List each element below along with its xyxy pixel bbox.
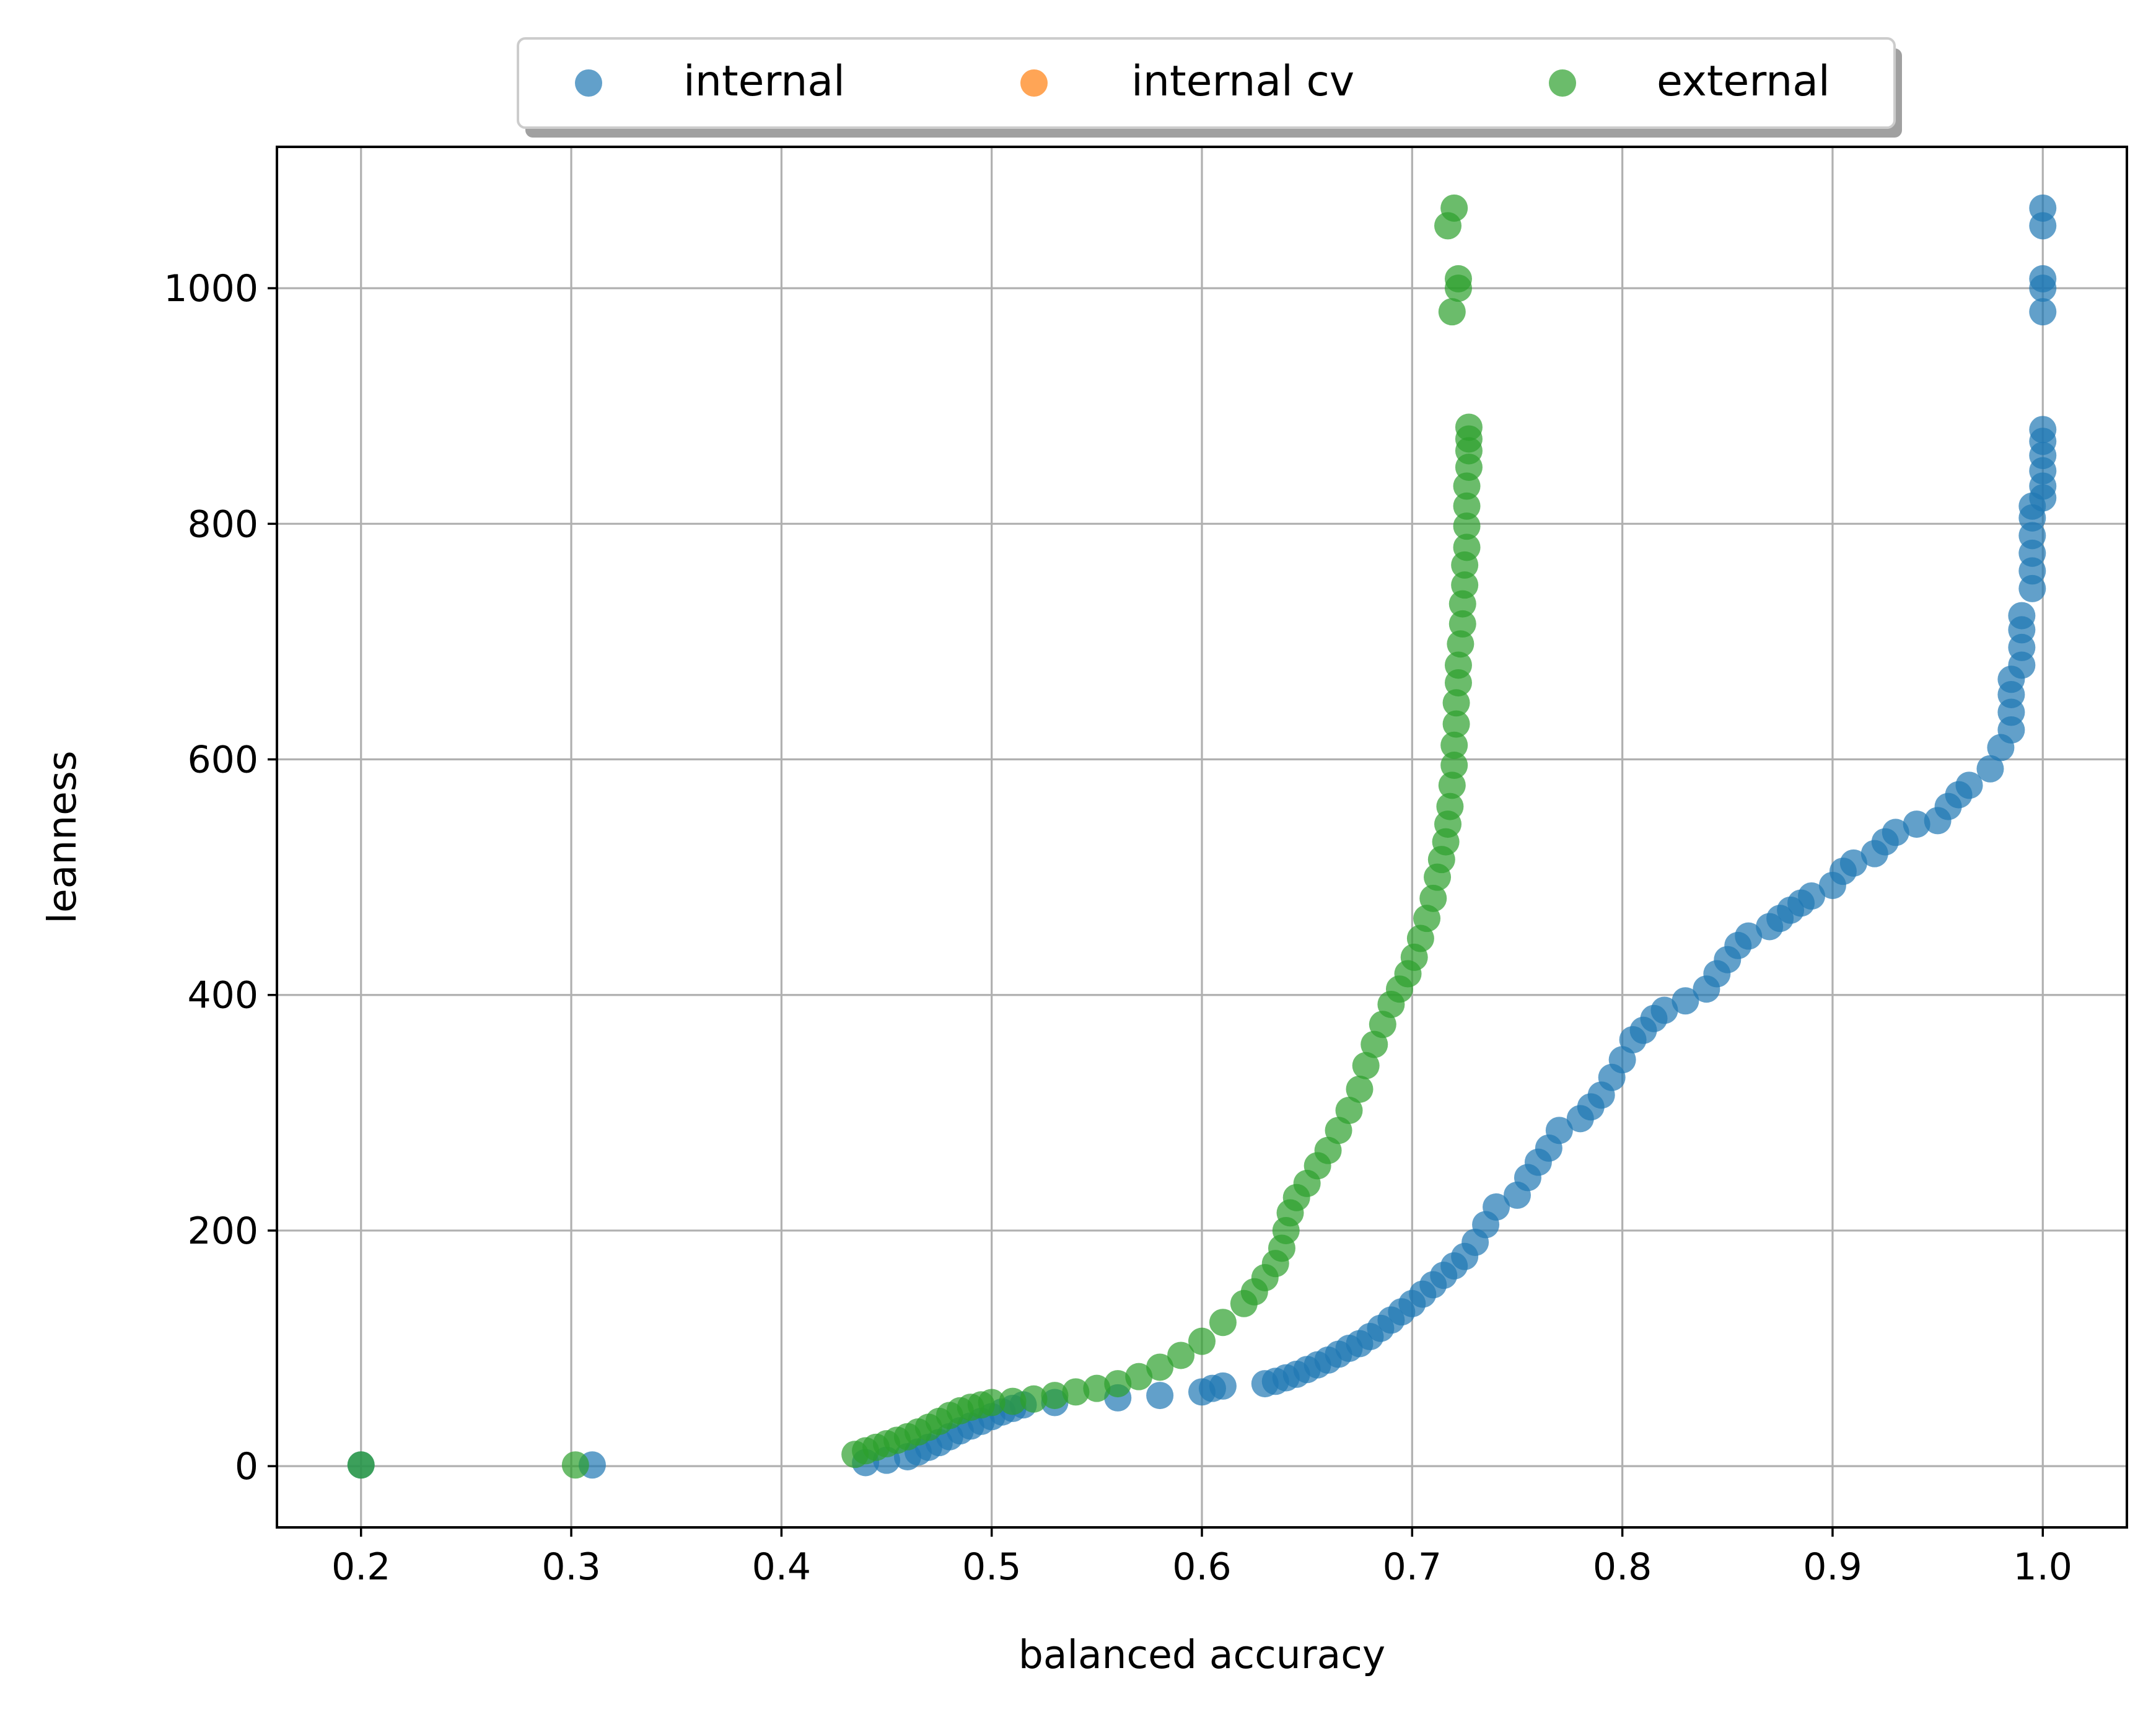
point-external	[1419, 884, 1447, 912]
point-external	[1440, 731, 1468, 759]
x-tick-label: 0.2	[331, 1545, 390, 1589]
point-internal	[2029, 298, 2057, 326]
y-tick-label: 400	[187, 974, 258, 1017]
point-external	[1083, 1374, 1111, 1402]
legend-marker-external	[1549, 69, 1576, 97]
point-external	[1352, 1052, 1380, 1079]
y-tick-label: 200	[187, 1210, 258, 1253]
x-tick-label: 0.3	[541, 1545, 600, 1589]
legend-label-external: external	[1657, 57, 1830, 106]
point-external	[1448, 610, 1476, 638]
point-internal	[1545, 1117, 1573, 1144]
point-internal	[2029, 265, 2057, 292]
legend-marker-internal	[575, 69, 602, 97]
point-external	[1440, 194, 1468, 222]
gridlines	[277, 147, 2127, 1527]
point-internal	[1672, 987, 1699, 1015]
point-external	[1335, 1097, 1363, 1125]
point-internal	[2029, 194, 2057, 222]
point-external	[1442, 710, 1470, 738]
x-tick-label: 0.6	[1172, 1545, 1231, 1589]
point-external	[1146, 1353, 1174, 1381]
y-tick-label: 0	[235, 1445, 258, 1488]
legend-box	[517, 37, 1896, 129]
point-external	[1104, 1370, 1132, 1398]
x-axis-label: balanced accuracy	[1019, 1632, 1385, 1677]
point-external	[1455, 413, 1483, 441]
point-external	[1453, 534, 1481, 561]
point-internal	[1955, 771, 1983, 799]
point-internal	[1608, 1046, 1636, 1074]
x-tick-label: 0.8	[1593, 1545, 1652, 1589]
point-external	[1444, 265, 1472, 292]
point-external	[1188, 1327, 1216, 1355]
point-external	[1020, 1385, 1048, 1413]
point-external	[1442, 689, 1470, 717]
point-external	[1453, 512, 1481, 540]
point-external	[1438, 771, 1466, 799]
point-external	[978, 1389, 1006, 1416]
point-internal	[1650, 996, 1678, 1024]
y-tick-label: 600	[187, 739, 258, 782]
x-tick-label: 0.7	[1383, 1545, 1442, 1589]
point-external	[1062, 1378, 1090, 1406]
point-internal	[1798, 882, 1826, 910]
point-external	[1444, 651, 1472, 679]
y-axis-label: leanness	[40, 750, 85, 923]
point-external	[1041, 1382, 1069, 1410]
y-axis-ticks: 0 200 400 600 800 1000	[164, 267, 277, 1488]
point-internal	[1209, 1372, 1237, 1400]
point-external	[1453, 492, 1481, 520]
point-external	[347, 1451, 375, 1479]
x-axis-ticks: 0.2 0.3 0.4 0.5 0.6 0.7 0.8 0.9 1.0	[331, 1527, 2072, 1589]
point-internal	[1882, 819, 1909, 846]
point-external	[1125, 1363, 1153, 1390]
point-internal	[1839, 849, 1867, 877]
point-external	[561, 1451, 589, 1479]
legend-marker-internal-cv	[1020, 69, 1048, 97]
point-internal	[1146, 1382, 1174, 1410]
point-external	[1209, 1309, 1237, 1337]
point-external	[1438, 298, 1466, 326]
y-tick-label: 1000	[164, 267, 258, 310]
point-external	[1440, 752, 1468, 779]
point-external	[1451, 571, 1479, 599]
point-external	[999, 1387, 1027, 1415]
point-external	[1346, 1075, 1374, 1103]
point-external	[1325, 1117, 1352, 1144]
point-external	[1314, 1136, 1342, 1164]
point-internal	[1903, 810, 1930, 838]
point-internal	[1483, 1193, 1510, 1221]
point-internal	[2008, 602, 2036, 630]
x-tick-label: 1.0	[2014, 1545, 2072, 1589]
legend-label-internal-cv: internal cv	[1131, 57, 1354, 106]
point-internal	[1976, 755, 2004, 783]
point-external	[1447, 630, 1475, 658]
legend-label-internal: internal	[683, 57, 845, 106]
x-tick-label: 0.9	[1803, 1545, 1862, 1589]
point-internal	[1735, 922, 1763, 950]
y-tick-label: 800	[187, 503, 258, 546]
point-external	[1436, 793, 1464, 820]
x-tick-label: 0.5	[962, 1545, 1021, 1589]
point-external	[1167, 1342, 1195, 1369]
data-points	[347, 194, 2057, 1479]
x-tick-label: 0.4	[752, 1545, 811, 1589]
legend: internal internal cv external	[517, 37, 1902, 138]
point-internal	[2029, 416, 2057, 444]
